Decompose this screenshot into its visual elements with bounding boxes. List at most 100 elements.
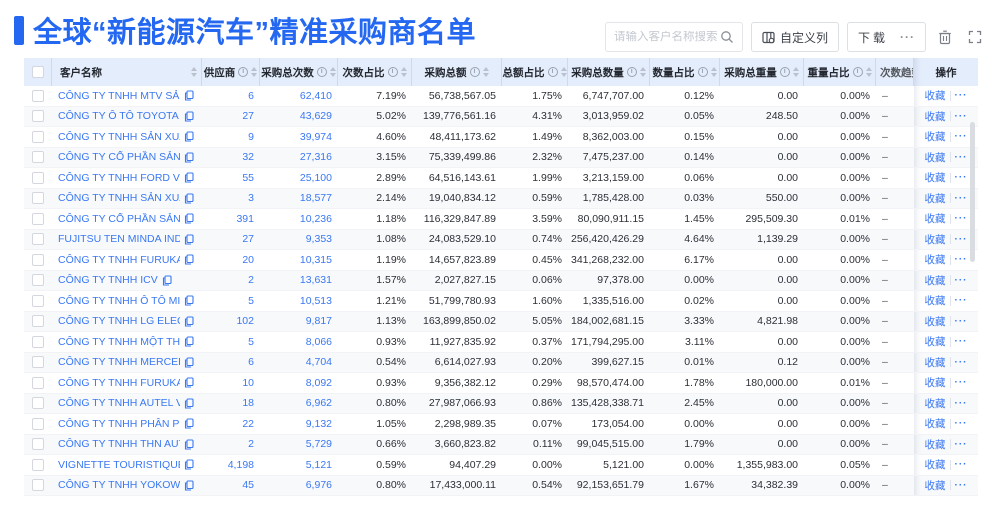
supplier-count[interactable]: 5 [248,294,254,307]
row-checkbox[interactable] [32,274,44,287]
info-icon[interactable] [697,67,708,77]
favorite-link[interactable]: 收藏 [924,295,946,308]
column-header-quantity_ratio[interactable]: 数量占比 [650,58,720,86]
copy-icon[interactable] [184,398,194,409]
favorite-link[interactable]: 收藏 [924,377,946,390]
column-header-total_weight[interactable]: 采购总重量 [720,58,804,86]
copy-icon[interactable] [184,459,194,470]
row-checkbox[interactable] [32,417,44,430]
row-more-button[interactable]: ··· [954,459,968,471]
purchase-count[interactable]: 25,100 [299,171,332,184]
supplier-count[interactable]: 2 [248,274,254,287]
row-checkbox[interactable] [32,130,44,143]
purchase-count[interactable]: 18,577 [299,192,332,205]
copy-icon[interactable] [184,111,194,122]
row-more-button[interactable]: ··· [954,438,968,450]
row-more-button[interactable]: ··· [954,397,968,409]
row-checkbox[interactable] [32,233,44,246]
copy-icon[interactable] [184,254,194,265]
row-checkbox[interactable] [32,458,44,471]
search-input[interactable] [613,31,720,43]
sort-icon[interactable] [865,67,872,77]
scrollbar-thumb[interactable] [970,122,975,262]
company-name-link[interactable]: CÔNG TY TNHH MTV SẢN XUẤ... [58,89,180,102]
favorite-link[interactable]: 收藏 [924,274,946,287]
purchase-count[interactable]: 5,729 [305,438,332,451]
supplier-count[interactable]: 27 [242,110,254,123]
row-checkbox[interactable] [32,335,44,348]
company-name-link[interactable]: CÔNG TY CỔ PHẦN SẢN XUẤT... [58,212,180,225]
row-checkbox[interactable] [32,479,44,492]
copy-icon[interactable] [184,316,194,327]
info-icon[interactable] [626,67,637,77]
supplier-count[interactable]: 32 [242,151,254,164]
info-icon[interactable] [547,67,558,77]
supplier-count[interactable]: 55 [242,171,254,184]
download-button[interactable]: 下载 [848,23,890,51]
sort-icon[interactable] [191,67,197,77]
supplier-count[interactable]: 3 [248,192,254,205]
copy-icon[interactable] [184,90,194,101]
supplier-count[interactable]: 10 [242,376,254,389]
row-checkbox[interactable] [32,294,44,307]
sort-icon[interactable] [329,67,336,77]
company-name-link[interactable]: FUJITSU TEN MINDA INDIA PVT... [58,233,180,246]
company-name-link[interactable]: CÔNG TY TNHH SẢN XUẤT VÀ ... [58,130,180,143]
company-name-link[interactable]: CÔNG TY TNHH ICV [58,274,158,287]
copy-icon[interactable] [184,336,194,347]
purchase-count[interactable]: 9,817 [305,315,332,328]
row-more-button[interactable]: ··· [954,110,968,122]
fullscreen-icon-button[interactable] [964,26,986,48]
row-more-button[interactable]: ··· [954,336,968,348]
row-checkbox[interactable] [32,212,44,225]
row-more-button[interactable]: ··· [954,90,968,102]
column-header-total_quantity[interactable]: 采购总数量 [568,58,650,86]
purchase-count[interactable]: 6,962 [305,397,332,410]
row-checkbox[interactable] [32,253,44,266]
row-checkbox[interactable] [32,171,44,184]
delete-icon-button[interactable] [934,26,956,48]
favorite-link[interactable]: 收藏 [924,479,946,492]
row-checkbox[interactable] [32,89,44,102]
column-header-count_ratio[interactable]: 次数占比 [338,58,412,86]
copy-icon[interactable] [184,439,194,450]
company-name-link[interactable]: CÔNG TY TNHH AUTEL VIỆT N... [58,397,180,410]
row-more-button[interactable]: ··· [954,377,968,389]
company-name-link[interactable]: CÔNG TY TNHH PHÂN PHỐI T... [58,417,180,430]
purchase-count[interactable]: 39,974 [299,130,332,143]
sort-icon[interactable] [560,67,567,77]
company-name-link[interactable]: CÔNG TY TNHH MERCEDES–B... [58,356,180,369]
supplier-count[interactable]: 27 [242,233,254,246]
copy-icon[interactable] [162,275,172,286]
purchase-count[interactable]: 9,353 [305,233,332,246]
copy-icon[interactable] [184,234,194,245]
row-more-button[interactable]: ··· [954,418,968,430]
row-more-button[interactable]: ··· [954,233,968,245]
info-icon[interactable] [852,67,863,77]
row-checkbox[interactable] [32,438,44,451]
row-checkbox[interactable] [32,151,44,164]
sort-icon[interactable] [251,67,258,77]
company-name-link[interactable]: CÔNG TY TNHH FURUKAWA A... [58,376,180,389]
favorite-link[interactable]: 收藏 [924,213,946,226]
purchase-count[interactable]: 6,976 [305,479,332,492]
favorite-link[interactable]: 收藏 [924,151,946,164]
info-icon[interactable] [316,67,327,77]
purchase-count[interactable]: 9,132 [305,417,332,430]
purchase-count[interactable]: 10,513 [299,294,332,307]
download-more-button[interactable]: ··· [890,23,925,51]
copy-icon[interactable] [184,172,194,183]
favorite-link[interactable]: 收藏 [924,356,946,369]
sort-icon[interactable] [482,67,489,77]
search-box[interactable] [604,22,743,52]
favorite-link[interactable]: 收藏 [924,459,946,472]
company-name-link[interactable]: CÔNG TY TNHH MỘT THÀNH V... [58,335,180,348]
row-checkbox[interactable] [32,397,44,410]
copy-icon[interactable] [184,418,194,429]
company-name-link[interactable]: CÔNG TY TNHH YOKOWO VIỆT... [58,479,180,492]
favorite-link[interactable]: 收藏 [924,438,946,451]
sort-icon[interactable] [792,67,799,77]
supplier-count[interactable]: 391 [236,212,254,225]
row-more-button[interactable]: ··· [954,254,968,266]
info-icon[interactable] [469,67,480,77]
